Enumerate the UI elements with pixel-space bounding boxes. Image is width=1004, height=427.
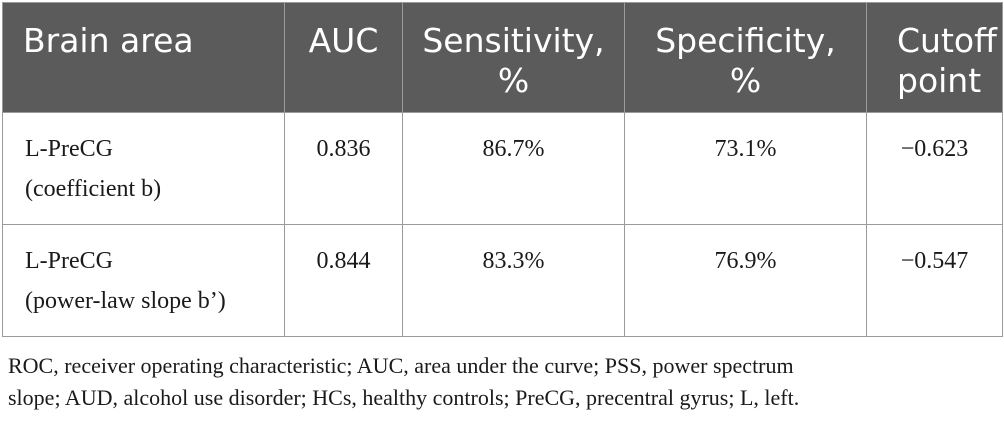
brain-area-measure: (power-law slope b’) — [25, 288, 226, 314]
header-brain-area-text: Brain area — [23, 21, 194, 60]
header-specificity: Specificity, % — [624, 2, 867, 113]
cell-cutoff: −0.547 — [866, 224, 1003, 337]
cell-specificity: 76.9% — [624, 224, 867, 337]
header-specificity-line2: % — [729, 61, 762, 100]
header-auc-text: AUC — [308, 21, 379, 60]
brain-area-measure: (coefficient b) — [25, 176, 162, 202]
footnote-line-2: slope; AUD, alcohol use disorder; HCs, h… — [8, 385, 800, 410]
header-cutoff-line1: Cutoff — [897, 21, 997, 60]
header-sensitivity: Sensitivity, % — [402, 2, 625, 113]
table-body: L-PreCG (coefficient b) 0.836 86.7% 73.1… — [2, 112, 1003, 337]
header-cutoff-point: Cutoff point — [866, 2, 1003, 113]
cell-auc: 0.844 — [284, 224, 403, 337]
header-brain-area: Brain area — [2, 2, 285, 113]
header-specificity-line1: Specificity, — [655, 21, 836, 60]
cell-specificity: 73.1% — [624, 112, 867, 225]
cell-sensitivity: 86.7% — [402, 112, 625, 225]
roc-results-table: Brain area AUC Sensitivity, % Specificit… — [2, 2, 1003, 337]
cell-brain-area: L-PreCG (coefficient b) — [2, 112, 285, 225]
table-header: Brain area AUC Sensitivity, % Specificit… — [2, 2, 1003, 113]
header-sensitivity-line1: Sensitivity, — [422, 21, 605, 60]
cell-sensitivity: 83.3% — [402, 224, 625, 337]
header-row: Brain area AUC Sensitivity, % Specificit… — [2, 2, 1003, 113]
brain-area-name: L-PreCG — [25, 136, 113, 162]
cell-auc: 0.836 — [284, 112, 403, 225]
cell-brain-area: L-PreCG (power-law slope b’) — [2, 224, 285, 337]
footnote-line-1: ROC, receiver operating characteristic; … — [8, 353, 794, 378]
table-row: L-PreCG (coefficient b) 0.836 86.7% 73.1… — [2, 112, 1003, 225]
cell-cutoff: −0.623 — [866, 112, 1003, 225]
table-footnote: ROC, receiver operating characteristic; … — [8, 350, 998, 414]
header-cutoff-line2: point — [897, 61, 982, 100]
brain-area-name: L-PreCG — [25, 248, 113, 274]
header-sensitivity-line2: % — [497, 61, 530, 100]
table-row: L-PreCG (power-law slope b’) 0.844 83.3%… — [2, 224, 1003, 337]
header-auc: AUC — [284, 2, 403, 113]
